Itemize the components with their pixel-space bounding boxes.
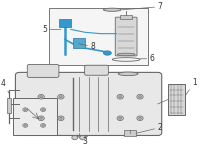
Text: 6: 6: [140, 54, 154, 63]
Bar: [124, 130, 136, 136]
Text: 4: 4: [1, 79, 9, 94]
Circle shape: [58, 116, 64, 121]
FancyBboxPatch shape: [27, 65, 59, 77]
FancyBboxPatch shape: [115, 17, 137, 56]
Circle shape: [41, 124, 46, 127]
Circle shape: [23, 108, 28, 112]
Ellipse shape: [117, 53, 135, 56]
Bar: [120, 15, 132, 19]
Ellipse shape: [103, 51, 111, 55]
Circle shape: [58, 95, 64, 99]
Circle shape: [139, 117, 141, 119]
Circle shape: [38, 116, 44, 121]
Ellipse shape: [103, 8, 121, 11]
Text: 1: 1: [185, 78, 197, 95]
Circle shape: [119, 96, 122, 98]
Circle shape: [24, 125, 26, 126]
Text: 2: 2: [136, 123, 162, 133]
Circle shape: [139, 96, 141, 98]
Text: 3: 3: [79, 137, 87, 146]
Circle shape: [38, 95, 44, 99]
Ellipse shape: [118, 72, 138, 76]
Circle shape: [60, 96, 62, 98]
Text: 8: 8: [79, 42, 95, 51]
Circle shape: [117, 95, 123, 99]
Circle shape: [60, 117, 62, 119]
Bar: [168, 84, 185, 115]
Circle shape: [137, 116, 143, 121]
Bar: [7, 98, 11, 112]
Bar: [73, 38, 85, 48]
Circle shape: [137, 95, 143, 99]
Circle shape: [23, 124, 28, 127]
Circle shape: [117, 116, 123, 121]
Bar: [49, 8, 148, 65]
Circle shape: [24, 109, 26, 111]
Circle shape: [42, 109, 44, 111]
Circle shape: [119, 117, 122, 119]
Circle shape: [40, 96, 43, 98]
Circle shape: [72, 136, 78, 140]
Text: 7: 7: [122, 2, 162, 11]
FancyBboxPatch shape: [15, 72, 162, 136]
Circle shape: [80, 136, 86, 140]
Circle shape: [42, 125, 44, 126]
Circle shape: [41, 108, 46, 112]
Text: 5: 5: [43, 25, 61, 34]
Bar: [59, 19, 71, 26]
FancyBboxPatch shape: [85, 65, 108, 75]
Bar: [13, 98, 57, 136]
Circle shape: [40, 117, 43, 119]
